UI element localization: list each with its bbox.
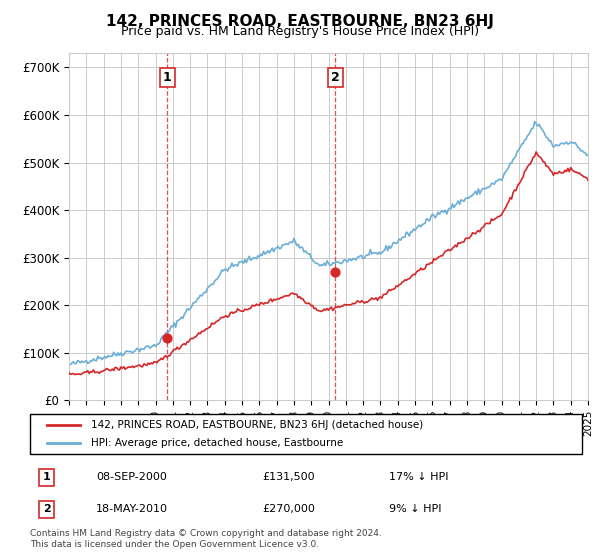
- Text: 1: 1: [43, 472, 50, 482]
- Text: 2: 2: [331, 71, 340, 84]
- Text: 17% ↓ HPI: 17% ↓ HPI: [389, 472, 448, 482]
- Text: HPI: Average price, detached house, Eastbourne: HPI: Average price, detached house, East…: [91, 437, 343, 447]
- Text: 9% ↓ HPI: 9% ↓ HPI: [389, 505, 442, 515]
- FancyBboxPatch shape: [30, 414, 582, 454]
- Text: 142, PRINCES ROAD, EASTBOURNE, BN23 6HJ: 142, PRINCES ROAD, EASTBOURNE, BN23 6HJ: [106, 14, 494, 29]
- Text: 18-MAY-2010: 18-MAY-2010: [96, 505, 168, 515]
- Point: [163, 333, 172, 342]
- Text: Contains HM Land Registry data © Crown copyright and database right 2024.
This d: Contains HM Land Registry data © Crown c…: [30, 529, 382, 549]
- Text: Price paid vs. HM Land Registry's House Price Index (HPI): Price paid vs. HM Land Registry's House …: [121, 25, 479, 38]
- Text: £131,500: £131,500: [262, 472, 314, 482]
- Text: 142, PRINCES ROAD, EASTBOURNE, BN23 6HJ (detached house): 142, PRINCES ROAD, EASTBOURNE, BN23 6HJ …: [91, 421, 423, 431]
- Text: 08-SEP-2000: 08-SEP-2000: [96, 472, 167, 482]
- Text: £270,000: £270,000: [262, 505, 315, 515]
- Text: 1: 1: [163, 71, 172, 84]
- Text: 2: 2: [43, 505, 50, 515]
- Point: [330, 268, 340, 277]
